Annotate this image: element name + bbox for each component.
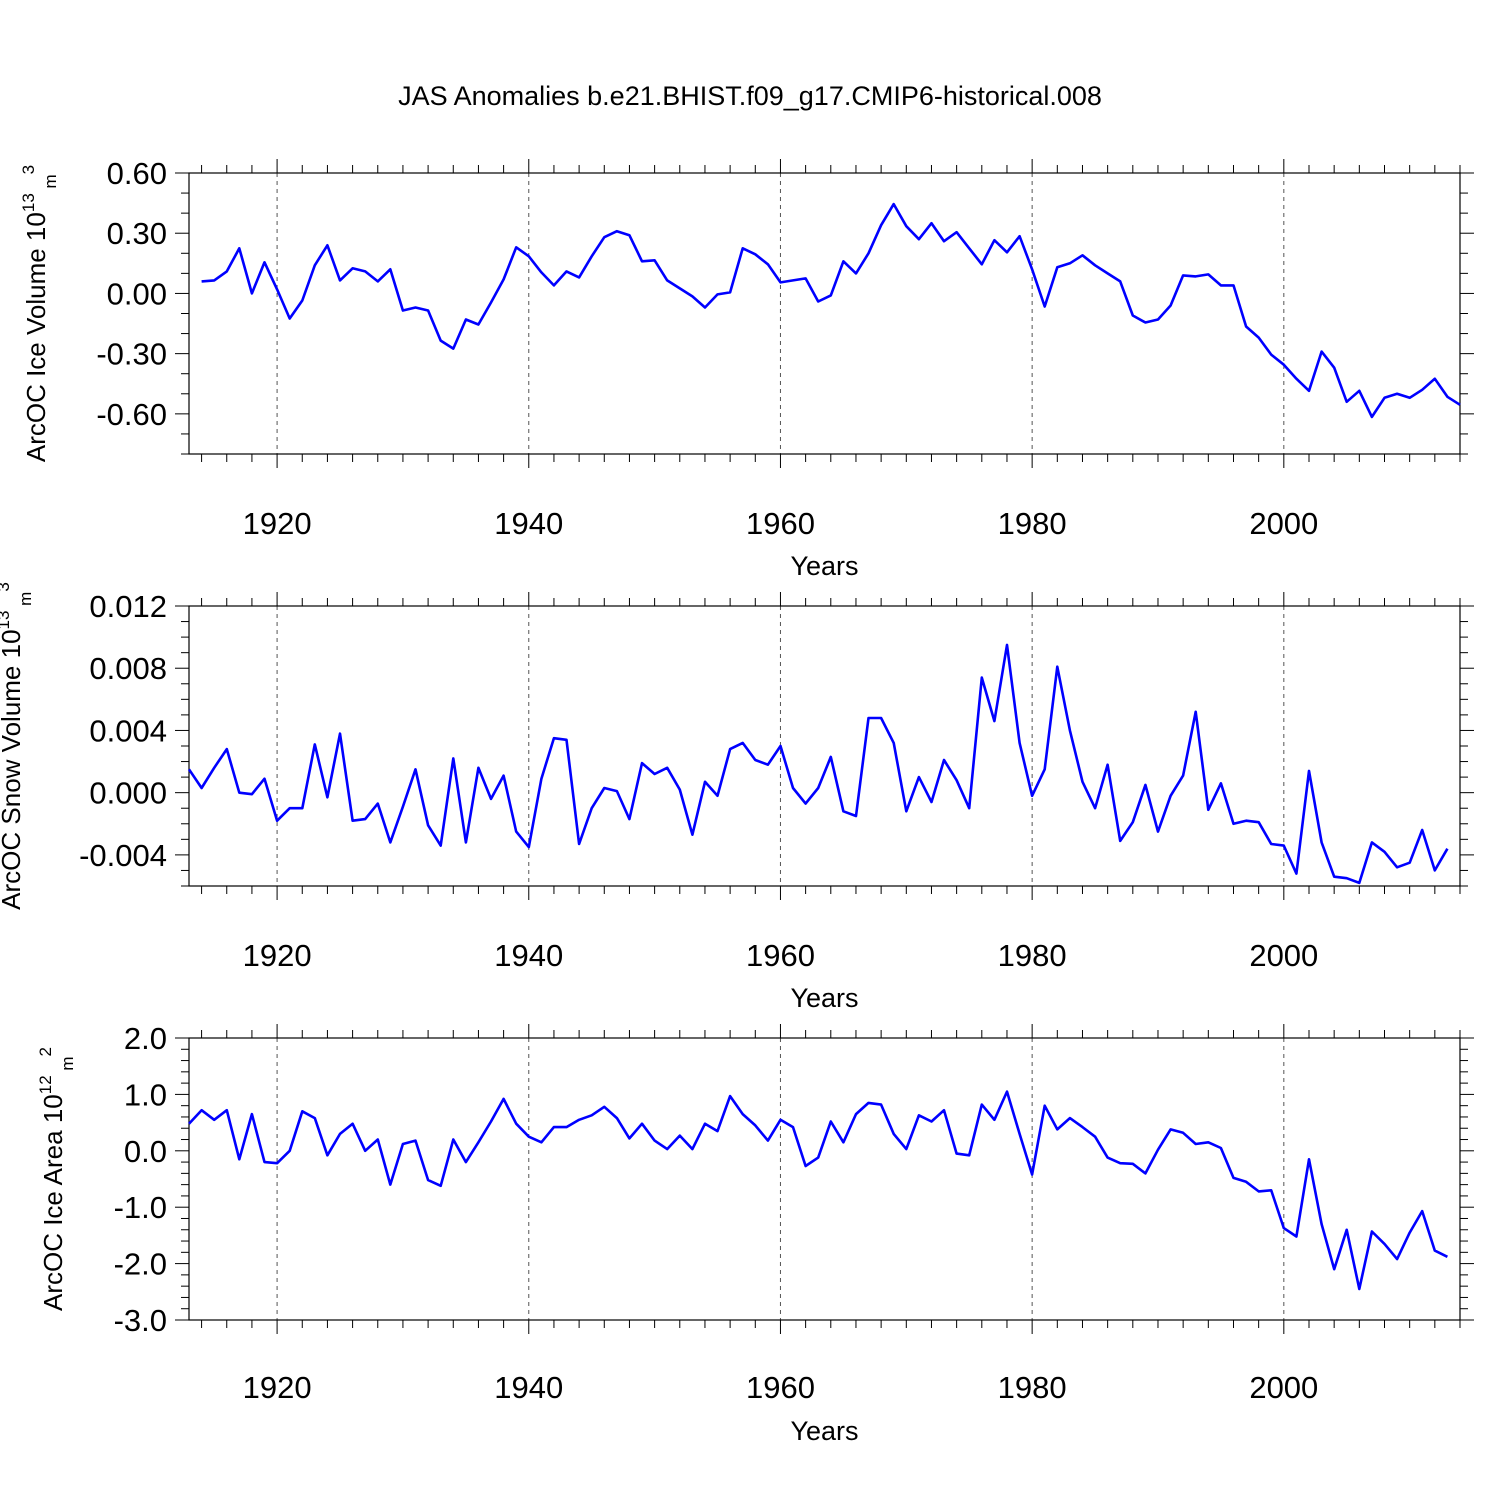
chart-panel-3: -3.0 -2.0 -1.0 0.0 1.0 2.0 1920 1940 1960 1980 200… (36, 1021, 1474, 1446)
y-tick-label: -0.60 (96, 397, 167, 432)
x-tick-label: 2000 (1249, 938, 1318, 973)
y-tick-label: -1.0 (114, 1190, 167, 1225)
y-axis-label-unit-exponent: 3 (19, 165, 38, 174)
y-axis-label-exponent: 13 (0, 611, 13, 630)
y-axis-label-unit-exponent: 3 (0, 582, 13, 591)
x-tick-label: 1960 (746, 506, 815, 541)
x-tick-label: 1940 (494, 938, 563, 973)
chart-title: JAS Anomalies b.e21.BHIST.f09_g17.CMIP6-… (398, 81, 1102, 111)
y-tick-label: 2.0 (124, 1021, 167, 1056)
y-axis-label-text: ArcOC Snow Volume 10 (0, 629, 26, 909)
y-axis-label-text: ArcOC Ice Area 10 (38, 1094, 68, 1311)
y-axis-label-unit: m (16, 592, 35, 611)
x-axis-label: Years (790, 1416, 858, 1446)
x-tick-label: 1920 (243, 506, 312, 541)
y-axis-label-exponent: 12 (36, 1075, 55, 1094)
y-tick-label: -0.30 (96, 337, 167, 372)
plot-frame (188, 605, 1461, 887)
y-tick-label: -2.0 (114, 1247, 167, 1282)
y-tick-label: 1.0 (124, 1077, 167, 1112)
y-tick-label: 0.000 (89, 776, 167, 811)
y-axis-label: ArcOC Ice Area 1012 m2 (36, 1047, 77, 1311)
y-axis-label: ArcOC Snow Volume 1013 m3 (0, 582, 35, 910)
y-axis-label-exponent: 13 (19, 193, 38, 212)
x-axis-label: Years (790, 983, 858, 1013)
x-tick-label: 2000 (1249, 506, 1318, 541)
y-axis-label: ArcOC Ice Volume 1013 m3 (19, 165, 60, 462)
series-line (187, 643, 1449, 885)
y-tick-label: -3.0 (114, 1303, 167, 1338)
x-tick-label: 1960 (746, 1370, 815, 1405)
x-tick-label: 1980 (998, 938, 1067, 973)
y-tick-label: -0.004 (79, 838, 167, 873)
y-tick-label: 0.60 (107, 156, 167, 191)
y-axis-label-unit-exponent: 2 (36, 1047, 55, 1056)
x-tick-label: 1940 (494, 1370, 563, 1405)
plot-frame (188, 1037, 1461, 1321)
y-tick-label: 0.012 (89, 589, 167, 624)
y-tick-label: 0.004 (89, 713, 167, 748)
x-axis-label: Years (790, 551, 858, 581)
y-axis-label-text: ArcOC Ice Volume 10 (21, 212, 51, 462)
y-axis-label-unit: m (41, 174, 60, 193)
x-tick-label: 1920 (243, 1370, 312, 1405)
y-tick-label: 0.30 (107, 216, 167, 251)
x-tick-label: 1920 (243, 938, 312, 973)
series-line (188, 1090, 1448, 1291)
y-tick-label: 0.00 (107, 276, 167, 311)
x-tick-label: 1980 (998, 506, 1067, 541)
y-tick-label: 0.008 (89, 651, 167, 686)
chart-panel-2: -0.004 0.000 0.004 0.008 0.012 1920 1940 1960 19… (0, 582, 1474, 1013)
x-tick-label: 1940 (494, 506, 563, 541)
y-axis-label-unit: m (58, 1056, 77, 1075)
plot-frame (188, 172, 1461, 455)
x-tick-label: 2000 (1249, 1370, 1318, 1405)
x-tick-label: 1980 (998, 1370, 1067, 1405)
y-tick-label: 0.0 (124, 1134, 167, 1169)
series-line (201, 202, 1461, 419)
x-tick-label: 1960 (746, 938, 815, 973)
chart-panel-1: -0.60 -0.30 0.00 0.30 0.60 1920 1940 1960 1980 20… (19, 156, 1474, 581)
